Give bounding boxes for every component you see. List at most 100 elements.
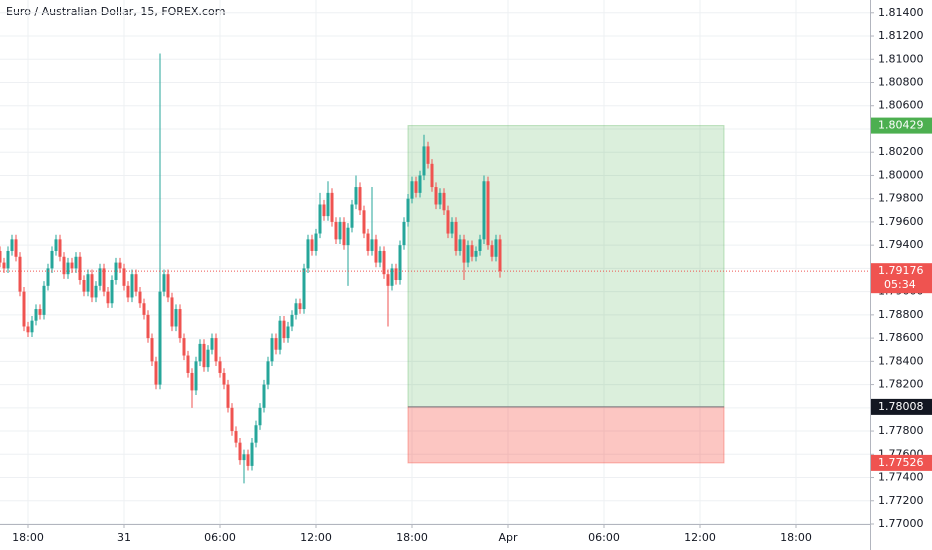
candle-body [386,274,390,286]
candle-body [342,221,346,246]
candle-body [402,221,406,246]
candle-body [6,250,10,269]
candle-body [310,239,314,251]
candle-body [314,233,318,251]
candle-body [462,239,466,263]
y-tick-label: 1.78800 [878,308,924,321]
position-tool [407,125,725,464]
candle-body [90,274,94,298]
y-tick-label: 1.80000 [878,168,924,181]
loss-zone [407,406,725,464]
x-tick-label: 18:00 [396,531,428,544]
candle-body [318,204,322,234]
candle-body [114,262,118,281]
candle-body [214,338,218,362]
candle-body [234,431,238,443]
candle-body [98,268,102,286]
last-price-label: 1.79176 [878,264,924,277]
candle-body [50,250,54,269]
y-tick-label: 1.77400 [878,471,924,484]
target-price-label: 1.80429 [878,119,924,132]
x-tick-label: 18:00 [780,531,812,544]
y-tick-label: 1.81200 [878,29,924,42]
chart-title: Euro / Australian Dollar, 15, FOREX.com [6,5,225,18]
candle-body [382,250,386,275]
y-tick-label: 1.80800 [878,75,924,88]
candle-body [338,221,342,240]
candle-body [26,326,30,333]
candle-body [70,262,74,269]
candle-body [122,268,126,286]
candle-body [202,343,206,368]
candle-body [410,181,414,199]
y-tick-label: 1.79600 [878,215,924,228]
candle-body [86,274,90,292]
candle-body [278,320,282,350]
candle-body [266,361,270,385]
x-tick-label: 06:00 [588,531,620,544]
candle-body [282,320,286,339]
target-price-label-bg [871,117,932,134]
candle-body [490,245,494,257]
candle-body [74,256,78,269]
candle-body [262,384,266,408]
candle-body [238,442,242,461]
candle-body [286,326,290,339]
candle-body [226,384,230,408]
candle-body [346,227,350,246]
candle-body [434,187,438,205]
candle-body [242,454,246,461]
y-tick-label: 1.79800 [878,192,924,205]
candle-body [254,425,258,443]
candle-body [458,239,462,251]
x-tick-label: 31 [117,531,131,544]
candle-body [246,454,250,466]
candle-body [34,309,38,321]
candle-body [438,192,442,205]
candle-body [258,407,262,426]
candle-body [190,372,194,391]
stop-price-label-bg [871,454,932,471]
candle-body [302,268,306,310]
candle-body [0,250,2,263]
x-tick-label: Apr [498,531,518,544]
candle-body [2,262,6,269]
y-tick-label: 1.80600 [878,99,924,112]
candle-body [446,210,450,234]
y-tick-label: 1.81400 [878,6,924,19]
candle-body [14,239,18,257]
candles [0,53,502,484]
candle-body [30,320,34,333]
x-tick-label: 12:00 [684,531,716,544]
candle-body [326,192,330,217]
candle-body [210,338,214,350]
candle-body [414,181,418,193]
candle-body [250,442,254,466]
candle-body [470,245,474,257]
candle-body [362,210,366,234]
candle-body [466,245,470,263]
candle-body [130,274,134,298]
candle-body [118,262,122,269]
stop-price-label: 1.77526 [878,456,924,469]
y-tick-label: 1.80200 [878,145,924,158]
candle-body [138,291,142,304]
candle-body [154,361,158,385]
x-tick-label: 18:00 [12,531,44,544]
candle-body [478,239,482,251]
candle-body [166,274,170,298]
candle-body [498,239,502,272]
candle-body [222,372,226,385]
candle-body [18,256,22,292]
candle-body [298,303,302,310]
candle-body [422,146,426,176]
y-tick-label: 1.81000 [878,52,924,65]
candle-body [442,192,446,211]
candle-body [146,314,150,339]
candle-body [194,361,198,391]
candle-body [182,338,186,356]
candle-body [426,146,430,164]
y-tick-label: 1.77000 [878,517,924,530]
